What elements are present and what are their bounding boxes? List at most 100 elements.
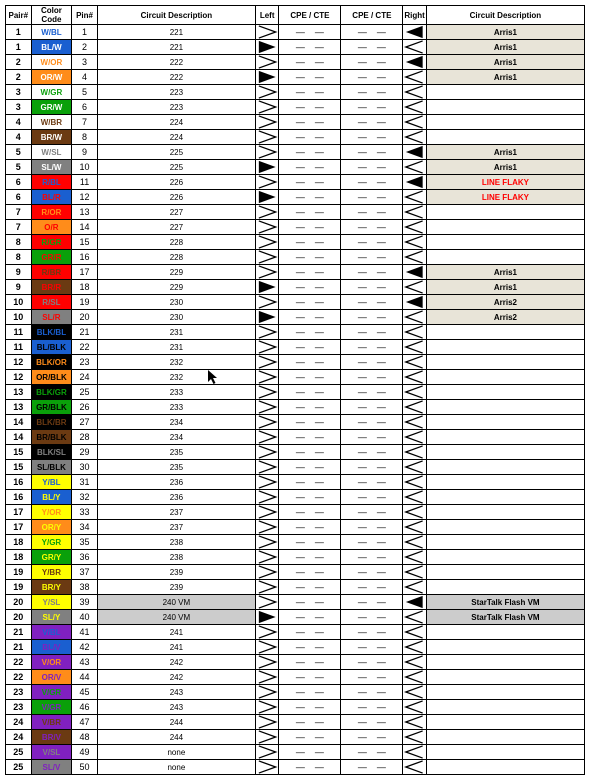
circuit-desc-right: [426, 415, 584, 430]
cpe-cte-1: — —: [279, 100, 341, 115]
left-mark: [255, 40, 279, 55]
color-code-cell: BLK/SL: [31, 445, 72, 460]
circuit-desc-left: 229: [97, 280, 255, 295]
right-mark: [403, 130, 427, 145]
circuit-desc-left: 221: [97, 40, 255, 55]
right-mark: [403, 400, 427, 415]
pin-cell: 49: [72, 745, 98, 760]
left-mark: [255, 625, 279, 640]
circuit-desc-right: [426, 430, 584, 445]
table-row: 15BLK/SL29235— —— —: [6, 445, 585, 460]
cpe-cte-2: — —: [341, 400, 403, 415]
right-mark: [403, 520, 427, 535]
circuit-desc-left: 242: [97, 670, 255, 685]
circuit-desc-left: none: [97, 760, 255, 775]
right-mark: [403, 490, 427, 505]
cpe-cte-1: — —: [279, 115, 341, 130]
left-mark: [255, 640, 279, 655]
circuit-desc-left: 222: [97, 70, 255, 85]
cpe-cte-1: — —: [279, 760, 341, 775]
table-row: 9R/BR17229— —— —Arris1: [6, 265, 585, 280]
right-mark: [403, 325, 427, 340]
right-mark: [403, 625, 427, 640]
left-mark: [255, 565, 279, 580]
pair-cell: 1: [6, 40, 32, 55]
table-row: 2OR/W4222— —— —Arris1: [6, 70, 585, 85]
cpe-cte-1: — —: [279, 640, 341, 655]
cpe-cte-2: — —: [341, 55, 403, 70]
pin-cell: 30: [72, 460, 98, 475]
left-mark: [255, 220, 279, 235]
pin-cell: 37: [72, 565, 98, 580]
right-mark: [403, 310, 427, 325]
left-mark: [255, 415, 279, 430]
color-code-cell: V/BR: [31, 715, 72, 730]
circuit-desc-left: 223: [97, 85, 255, 100]
cpe-cte-2: — —: [341, 175, 403, 190]
circuit-desc-right: [426, 100, 584, 115]
right-mark: [403, 85, 427, 100]
left-mark: [255, 745, 279, 760]
circuit-desc-right: [426, 655, 584, 670]
pin-cell: 10: [72, 160, 98, 175]
pair-cell: 17: [6, 505, 32, 520]
circuit-desc-right: [426, 325, 584, 340]
cpe-cte-2: — —: [341, 85, 403, 100]
circuit-desc-right: Arris1: [426, 70, 584, 85]
right-mark: [403, 535, 427, 550]
cpe-cte-1: — —: [279, 685, 341, 700]
cpe-cte-1: — —: [279, 505, 341, 520]
table-row: 21V/BL41241— —— —: [6, 625, 585, 640]
pin-cell: 44: [72, 670, 98, 685]
pin-cell: 2: [72, 40, 98, 55]
pin-cell: 48: [72, 730, 98, 745]
left-mark: [255, 160, 279, 175]
pin-cell: 19: [72, 295, 98, 310]
pair-cell: 23: [6, 700, 32, 715]
mouse-cursor-icon: [208, 370, 220, 385]
left-mark: [255, 670, 279, 685]
right-mark: [403, 655, 427, 670]
cpe-cte-1: — —: [279, 460, 341, 475]
right-mark: [403, 595, 427, 610]
pin-cell: 3: [72, 55, 98, 70]
table-row: 18GR/Y36238— —— —: [6, 550, 585, 565]
color-code-cell: V/SL: [31, 745, 72, 760]
cpe-cte-2: — —: [341, 745, 403, 760]
color-code-cell: BL/W: [31, 40, 72, 55]
cpe-cte-2: — —: [341, 160, 403, 175]
circuit-desc-right: [426, 475, 584, 490]
left-mark: [255, 685, 279, 700]
table-row: 18Y/GR35238— —— —: [6, 535, 585, 550]
cpe-cte-1: — —: [279, 130, 341, 145]
circuit-desc-left: 231: [97, 325, 255, 340]
color-code-cell: Y/BL: [31, 475, 72, 490]
pair-cell: 3: [6, 85, 32, 100]
color-code-cell: BL/BLK: [31, 340, 72, 355]
table-row: 12BLK/OR23232— —— —: [6, 355, 585, 370]
cpe-cte-1: — —: [279, 625, 341, 640]
circuit-desc-left: 236: [97, 490, 255, 505]
hdr-color: Color Code: [31, 6, 72, 25]
cpe-cte-1: — —: [279, 730, 341, 745]
pin-cell: 18: [72, 280, 98, 295]
cpe-cte-1: — —: [279, 580, 341, 595]
table-row: 7R/OR13227— —— —: [6, 205, 585, 220]
pair-cell: 16: [6, 490, 32, 505]
cpe-cte-1: — —: [279, 490, 341, 505]
right-mark: [403, 565, 427, 580]
pair-cell: 23: [6, 685, 32, 700]
right-mark: [403, 670, 427, 685]
cpe-cte-2: — —: [341, 370, 403, 385]
right-mark: [403, 460, 427, 475]
table-row: 4BR/W8224— —— —: [6, 130, 585, 145]
pair-cell: 20: [6, 610, 32, 625]
circuit-desc-left: 228: [97, 250, 255, 265]
table-row: 17Y/OR33237— —— —: [6, 505, 585, 520]
cpe-cte-1: — —: [279, 295, 341, 310]
circuit-desc-right: [426, 685, 584, 700]
right-mark: [403, 745, 427, 760]
cpe-cte-1: — —: [279, 565, 341, 580]
table-row: 24BR/V48244— —— —: [6, 730, 585, 745]
cpe-cte-1: — —: [279, 715, 341, 730]
